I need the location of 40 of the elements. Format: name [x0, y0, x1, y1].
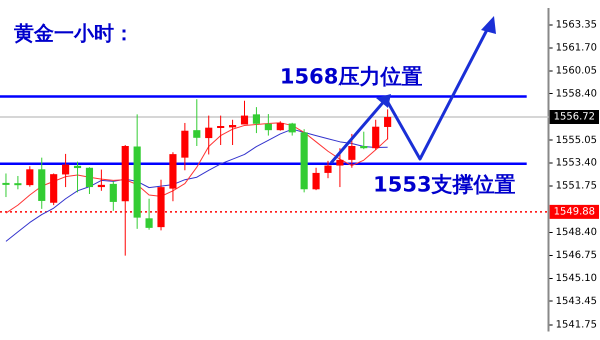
- y-tick-label: 1541.75: [556, 319, 598, 330]
- candlestick: [86, 166, 94, 195]
- candlestick: [336, 148, 344, 188]
- ref-line-label: 1556.72: [554, 112, 596, 123]
- candlestick: [229, 119, 236, 146]
- candlestick: [384, 108, 392, 140]
- candlestick: [288, 122, 296, 136]
- candlestick: [62, 153, 70, 188]
- annotation: 1553支撑位置: [373, 172, 516, 197]
- ref-line-label: 1549.88: [554, 206, 596, 218]
- candlestick: [252, 106, 260, 134]
- candlestick: [360, 131, 368, 150]
- y-tick-label: 1543.45: [556, 296, 598, 307]
- y-tick-label: 1548.40: [556, 227, 598, 238]
- y-tick-label: 1553.40: [556, 158, 598, 169]
- candlestick: [14, 175, 22, 190]
- text: 黄金一小时：: [14, 20, 134, 47]
- candlestick: [110, 180, 117, 212]
- candlestick: [205, 115, 212, 155]
- candlestick: [324, 160, 332, 179]
- y-tick-label: 1555.05: [556, 134, 598, 146]
- candlestick: [26, 166, 34, 188]
- candlestick: [276, 120, 284, 132]
- candlestick: [348, 133, 356, 168]
- annotation: 1568压力位置: [280, 64, 422, 88]
- y-tick-label: 1551.75: [556, 180, 598, 192]
- candlestick: [2, 172, 10, 198]
- candlestick: [193, 98, 200, 146]
- candlestick: [312, 167, 320, 191]
- candlestick: [240, 100, 248, 125]
- y-tick-label: 1546.75: [556, 250, 598, 261]
- y-tick-label: 1563.35: [556, 20, 598, 31]
- y-tick-label: 1560.05: [556, 65, 598, 76]
- y-tick-label: 1558.40: [556, 88, 598, 100]
- y-tick-label: 1545.10: [556, 272, 598, 284]
- candlestick: [217, 115, 224, 146]
- y-tick-label: 1561.70: [556, 42, 598, 54]
- candlestick: [146, 198, 153, 230]
- candlestick: [372, 119, 380, 150]
- candlestick: [264, 114, 272, 136]
